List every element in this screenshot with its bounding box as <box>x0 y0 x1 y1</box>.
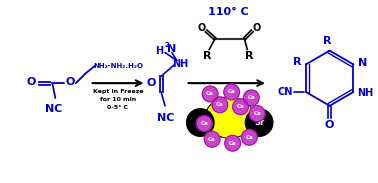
Text: Ca: Ca <box>237 104 244 109</box>
Ellipse shape <box>205 97 254 138</box>
Text: Ca: Ca <box>206 92 214 96</box>
Text: N: N <box>358 58 367 68</box>
Text: N: N <box>167 44 177 54</box>
Circle shape <box>202 86 218 102</box>
Circle shape <box>212 97 228 113</box>
Circle shape <box>204 131 220 147</box>
Text: R: R <box>293 57 301 68</box>
Circle shape <box>187 109 214 136</box>
Text: 0-5° C: 0-5° C <box>107 105 129 110</box>
Text: O: O <box>197 23 205 33</box>
Text: Ca: Ca <box>208 137 216 142</box>
Text: Ca: Ca <box>245 135 253 140</box>
Text: R: R <box>203 51 211 61</box>
Text: O: O <box>147 78 156 88</box>
Text: 2: 2 <box>164 42 169 48</box>
Text: for 10 min: for 10 min <box>100 97 136 102</box>
Text: 110° C: 110° C <box>208 7 249 17</box>
Text: O: O <box>65 77 75 87</box>
Text: Ca: Ca <box>200 121 208 126</box>
Text: O: O <box>325 120 335 130</box>
Text: H: H <box>155 46 163 56</box>
Circle shape <box>232 99 248 115</box>
Text: NC: NC <box>45 104 62 114</box>
Circle shape <box>224 84 240 100</box>
Text: CN: CN <box>277 87 293 97</box>
Text: NC: NC <box>157 113 175 123</box>
Circle shape <box>249 106 265 122</box>
Circle shape <box>243 90 259 106</box>
Text: O: O <box>26 77 36 87</box>
Circle shape <box>225 135 240 151</box>
Text: NH: NH <box>357 88 373 98</box>
Text: R: R <box>324 36 332 46</box>
Text: Ca: Ca <box>228 89 235 94</box>
Text: Ca: Ca <box>216 102 224 107</box>
Text: Sr: Sr <box>195 118 205 127</box>
Circle shape <box>245 109 273 136</box>
Text: Sr: Sr <box>254 118 264 127</box>
Text: Ca: Ca <box>247 95 255 100</box>
Text: NH₂-NH₂.H₂O: NH₂-NH₂.H₂O <box>93 63 143 69</box>
Circle shape <box>242 129 257 145</box>
Circle shape <box>197 116 212 131</box>
Text: Ca: Ca <box>253 111 261 116</box>
Text: R: R <box>245 51 254 61</box>
Text: Kept in Freeze: Kept in Freeze <box>93 89 143 94</box>
Text: Ca: Ca <box>229 141 237 146</box>
Text: O: O <box>252 23 260 33</box>
Text: NH: NH <box>173 59 189 69</box>
